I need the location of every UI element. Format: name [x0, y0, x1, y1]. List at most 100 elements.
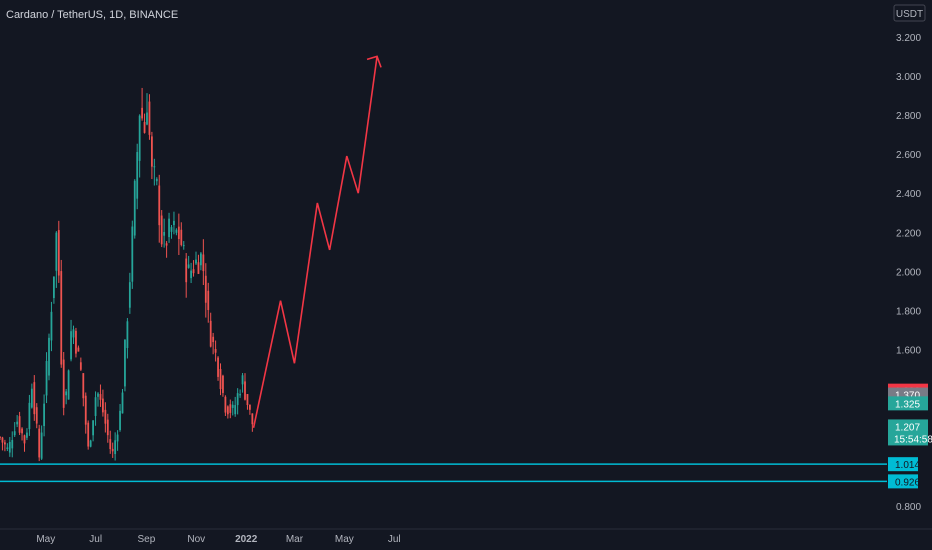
support-level-label: 0.926 — [895, 477, 920, 488]
candle-body — [177, 226, 180, 240]
candle-body — [79, 362, 82, 370]
candle-body — [231, 404, 234, 408]
candle-body — [224, 396, 227, 413]
candle-body — [153, 166, 156, 168]
candle-body — [229, 404, 232, 413]
y-tick-label: 2.600 — [896, 150, 921, 161]
x-tick-label: May — [36, 534, 55, 545]
candle-body — [239, 394, 241, 396]
candle-body — [60, 271, 63, 365]
candle-body — [204, 275, 207, 303]
candle-body — [155, 178, 158, 182]
currency-badge-label: USDT — [896, 9, 923, 20]
candle-body — [246, 394, 249, 405]
support-level-badge — [888, 474, 918, 489]
candle-body — [128, 282, 131, 308]
countdown-label: 15:54:58 — [894, 434, 932, 445]
candle-body — [70, 331, 72, 360]
candle-body — [109, 439, 112, 450]
projection-line[interactable] — [252, 56, 378, 428]
projection-arrowhead — [366, 55, 382, 68]
candle-body — [212, 336, 215, 343]
candle-body — [57, 230, 60, 276]
x-tick-label: Mar — [286, 534, 304, 545]
candle-body — [121, 392, 124, 414]
currency-badge[interactable] — [893, 4, 926, 22]
candle-body — [50, 311, 53, 341]
candle-body — [133, 180, 136, 236]
candle-body — [4, 442, 6, 445]
y-tick-label: 3.000 — [896, 72, 921, 83]
candle-body — [0, 437, 1, 439]
candle-body — [82, 373, 85, 399]
candle-body — [45, 361, 48, 396]
x-tick-label: Jul — [388, 534, 401, 545]
candle-body — [106, 419, 109, 436]
candle-body — [158, 185, 161, 226]
candle-body — [114, 440, 117, 455]
x-tick-label: May — [335, 534, 354, 545]
candle-body — [16, 421, 19, 425]
candle-body — [13, 431, 16, 436]
candle-body — [1, 437, 4, 443]
price-badge-label: 1.370 — [895, 391, 920, 402]
candle-body — [192, 269, 195, 274]
candle-body — [119, 410, 121, 431]
candle-body — [141, 107, 143, 119]
candle-body — [136, 152, 139, 199]
x-tick-label: Nov — [187, 534, 205, 545]
price-badge-label: 1.207 — [895, 422, 920, 433]
candle-body — [131, 226, 134, 282]
candle-body — [65, 391, 68, 396]
candle-body — [165, 243, 168, 246]
candle-body — [23, 435, 26, 444]
candle-body — [11, 440, 14, 449]
candle-body — [138, 115, 141, 161]
candle-body — [62, 359, 65, 408]
candle-body — [43, 403, 45, 427]
candle-body — [151, 136, 153, 167]
y-tick-label: 1.600 — [896, 346, 921, 357]
candle-body — [190, 270, 192, 279]
candle-body — [234, 405, 237, 415]
candle-body — [126, 321, 129, 348]
price-badge — [888, 419, 928, 446]
candle-body — [222, 375, 224, 393]
y-tick-label: 1.800 — [896, 307, 921, 318]
y-tick-label: 2.200 — [896, 228, 921, 239]
candle-body — [148, 101, 151, 135]
candle-body — [217, 357, 219, 377]
candle-body — [116, 434, 119, 442]
candle-body — [48, 337, 50, 376]
candle-body — [219, 369, 222, 390]
candle-body — [92, 420, 94, 436]
candle-body — [75, 330, 77, 354]
candle-body — [35, 407, 38, 424]
candle-body — [38, 428, 41, 458]
candle-body — [182, 245, 185, 247]
candle-body — [30, 388, 33, 408]
y-tick-label: 2.400 — [896, 189, 921, 200]
candle-body — [8, 441, 11, 453]
candle-body — [102, 398, 104, 413]
x-tick-label: Jul — [89, 534, 102, 545]
chart-title: Cardano / TetherUS, 1D, BINANCE — [6, 9, 179, 21]
candle-body — [6, 447, 9, 450]
candle-body — [21, 428, 23, 434]
candle-body — [163, 231, 166, 236]
y-tick-label: 3.200 — [896, 33, 921, 44]
candle-body — [55, 232, 58, 271]
candle-body — [244, 381, 246, 400]
candle-body — [226, 406, 229, 415]
candle-body — [146, 112, 148, 125]
candle-body — [18, 416, 21, 433]
candle-body — [124, 339, 126, 387]
candle-body — [53, 276, 55, 299]
candle-body — [251, 413, 254, 425]
candle-body — [72, 329, 75, 338]
candle-body — [28, 402, 31, 430]
support-level-badge — [888, 457, 918, 472]
candle-body — [26, 432, 28, 438]
